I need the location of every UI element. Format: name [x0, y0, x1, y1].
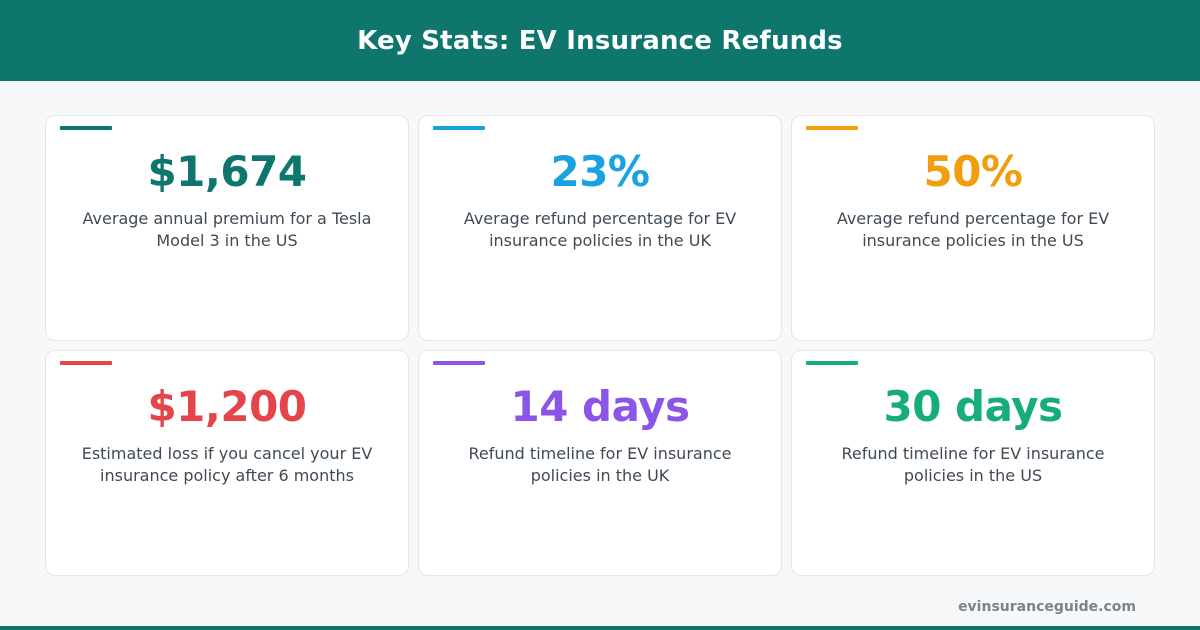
site-url: evinsuranceguide.com [958, 599, 1136, 615]
stat-card-us-refund-percentage: 50% Average refund percentage for EV ins… [791, 115, 1155, 341]
stat-description: Refund timeline for EV insurance policie… [468, 444, 732, 485]
stat-description: Estimated loss if you cancel your EV ins… [81, 444, 373, 485]
stat-value: $1,200 [147, 382, 307, 431]
stat-value: 50% [923, 147, 1023, 196]
header-banner: Key Stats: EV Insurance Refunds [0, 0, 1200, 81]
accent-bar [806, 126, 858, 130]
accent-bar [60, 126, 112, 130]
page-title: Key Stats: EV Insurance Refunds [357, 25, 843, 56]
stat-card-uk-refund-percentage: 23% Average refund percentage for EV ins… [418, 115, 782, 341]
stat-description: Refund timeline for EV insurance policie… [841, 444, 1105, 485]
stat-card-us-refund-timeline: 30 days Refund timeline for EV insurance… [791, 350, 1155, 576]
stat-description: Average refund percentage for EV insuran… [463, 209, 737, 250]
accent-bar [60, 361, 112, 365]
stat-description: Average refund percentage for EV insuran… [836, 209, 1110, 250]
stat-value: 30 days [883, 382, 1063, 431]
stat-value: $1,674 [147, 147, 307, 196]
accent-bar [806, 361, 858, 365]
stat-description: Average annual premium for a Tesla Model… [82, 209, 372, 250]
stat-value: 23% [550, 147, 650, 196]
stat-card-uk-refund-timeline: 14 days Refund timeline for EV insurance… [418, 350, 782, 576]
stats-grid: $1,674 Average annual premium for a Tesl… [45, 115, 1155, 576]
stat-value: 14 days [510, 382, 690, 431]
stat-card-avg-premium: $1,674 Average annual premium for a Tesl… [45, 115, 409, 341]
footer-bar [0, 626, 1200, 630]
stat-card-estimated-loss: $1,200 Estimated loss if you cancel your… [45, 350, 409, 576]
accent-bar [433, 361, 485, 365]
accent-bar [433, 126, 485, 130]
